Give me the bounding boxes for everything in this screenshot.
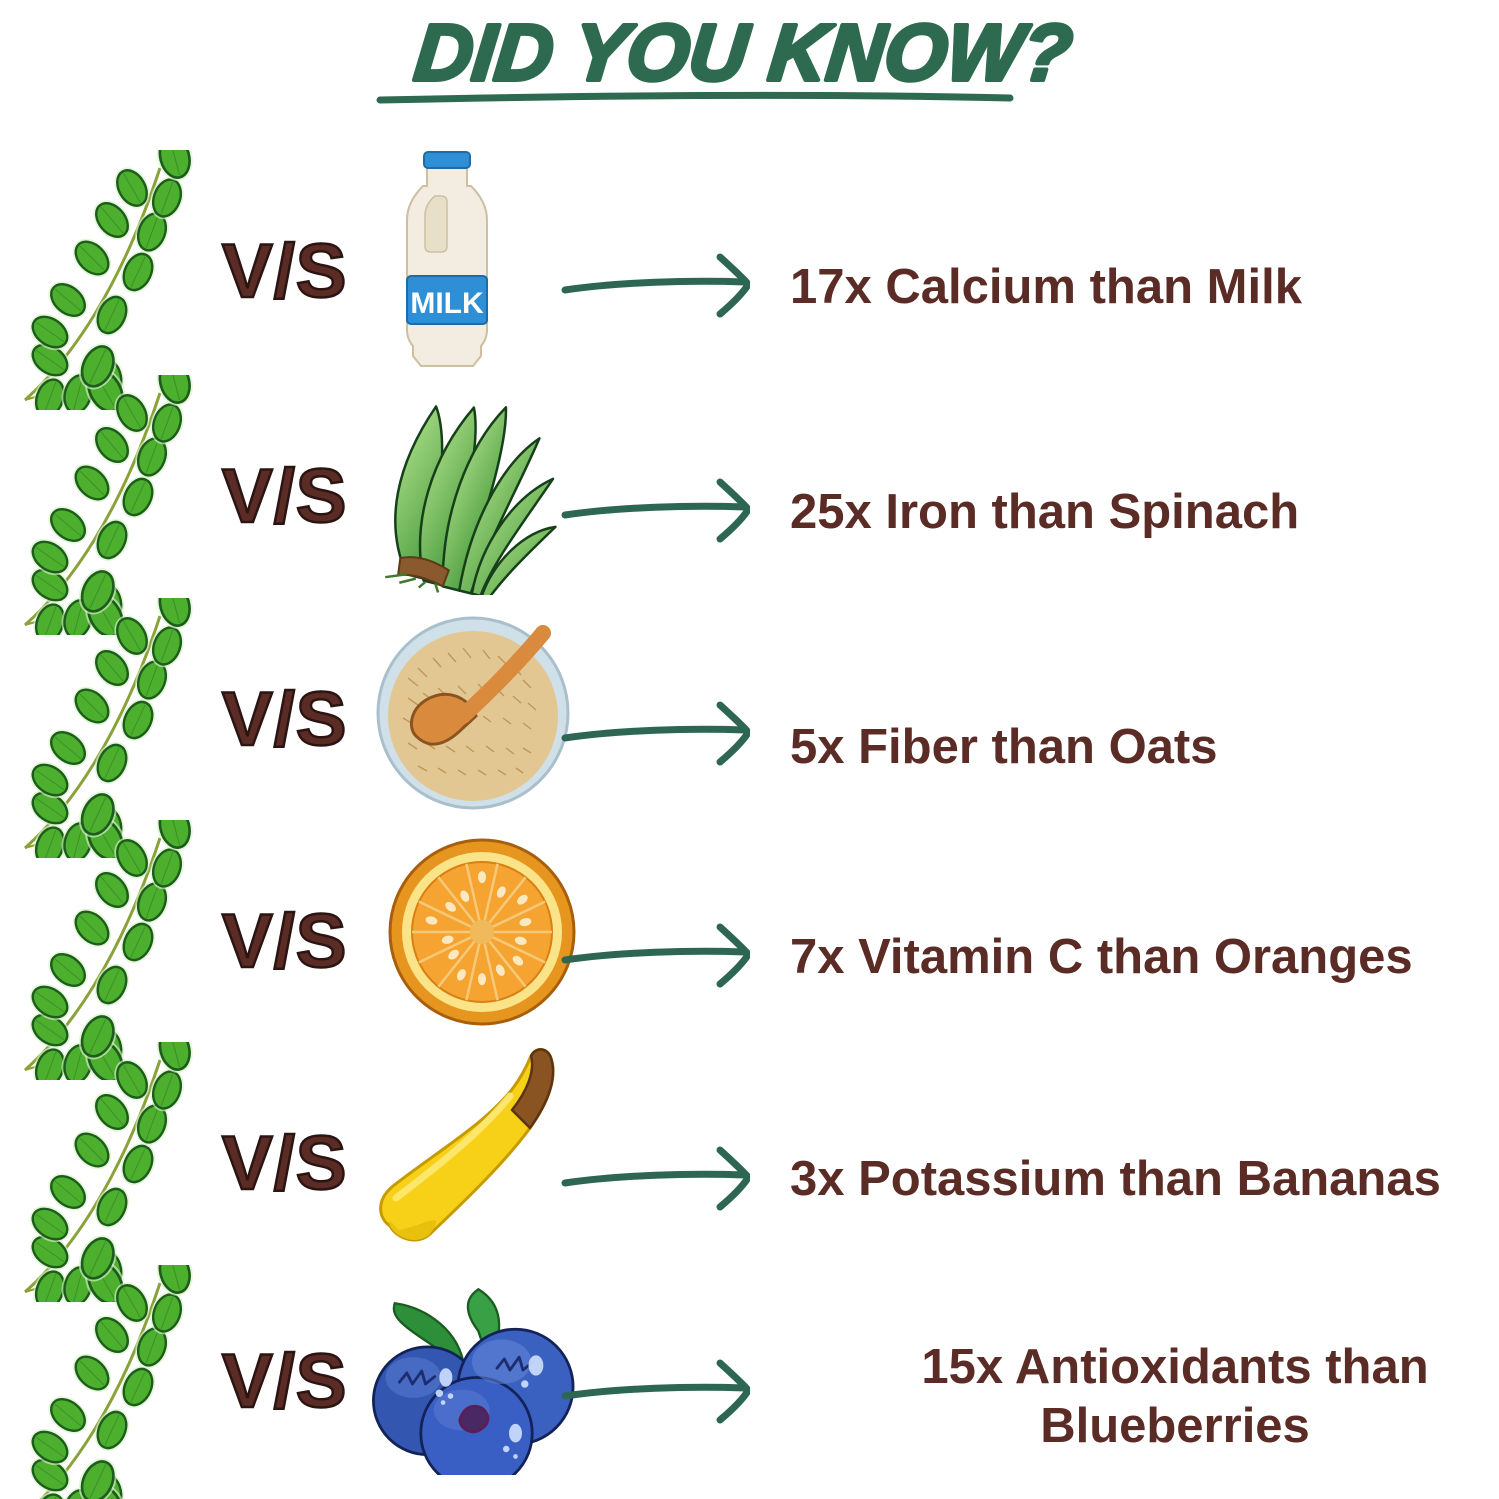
svg-text:DID YOU KNOW?: DID YOU KNOW?: [411, 7, 1077, 97]
svg-text:MILK: MILK: [410, 287, 484, 320]
